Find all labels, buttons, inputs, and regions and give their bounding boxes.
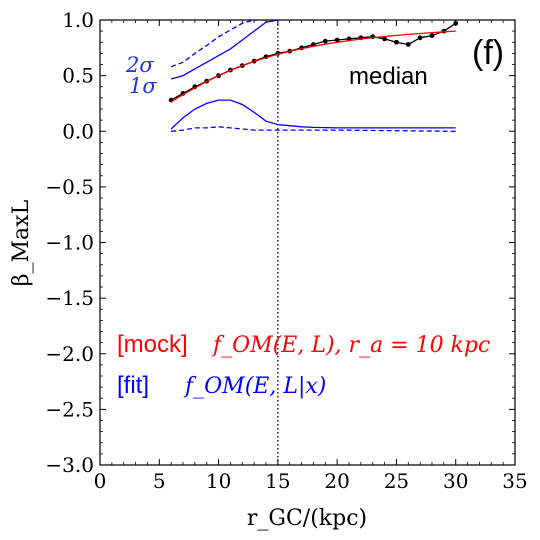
x-tick-label-1: 5: [153, 469, 166, 493]
series-line-3: [170, 20, 266, 68]
series-0-point-22: [429, 33, 435, 38]
x-tick-label-6: 30: [443, 469, 468, 493]
y-tick-label-5: −1.5: [45, 286, 94, 310]
x-tick-label-2: 10: [206, 469, 231, 493]
series-0-point-13: [322, 38, 328, 44]
one-sigma-label: 1σ: [129, 74, 157, 98]
y-tick-label-2: 0.0: [62, 119, 94, 143]
mock-tag: [mock]: [117, 331, 188, 358]
y-tick-label-8: −3.0: [45, 453, 94, 477]
x-tick-label-7: 35: [502, 469, 527, 493]
x-axis-label: r_GC/(kpc): [247, 506, 367, 531]
median-label: median: [349, 63, 428, 90]
y-tick-label-3: −0.5: [45, 175, 94, 199]
x-tick-label-4: 20: [324, 469, 349, 493]
y-tick-label-1: 0.5: [62, 64, 94, 88]
x-tick-label-3: 15: [265, 469, 290, 493]
series-0-point-18: [382, 36, 387, 42]
y-tick-label-7: −2.5: [45, 397, 94, 421]
ticks-layer: 0 5 10 15 20 25 30 35 1.0 0.5 0.0 −0.5 −1.0 −1.5 −2.0 −…: [45, 8, 527, 493]
data-layer: [168, 20, 459, 465]
series-0-point-20: [405, 42, 411, 47]
series-line-5: [171, 126, 456, 132]
series-0-point-19: [394, 39, 399, 45]
x-tick-label-5: 25: [384, 469, 409, 493]
mock-formula: f_OM(E, L), r_a = 10 kpc: [211, 333, 490, 358]
x-tick-label-0: 0: [94, 469, 107, 493]
series-line-2: [170, 20, 279, 80]
y-tick-label-0: 1.0: [62, 8, 94, 32]
fit-tag: [fit]: [117, 372, 149, 399]
panel-label: (f): [472, 34, 504, 72]
series-line-4: [170, 99, 456, 130]
series-0-point-21: [417, 35, 423, 41]
y-tick-label-6: −2.0: [45, 342, 94, 366]
y-tick-label-4: −1.0: [45, 231, 94, 255]
two-sigma-label: 2σ: [125, 53, 154, 77]
y-axis-label: β_MaxL: [9, 199, 34, 286]
fit-formula: f_OM(E, L|x): [183, 374, 326, 399]
series-0-point-14: [334, 37, 340, 43]
series-line-1: [170, 30, 456, 103]
